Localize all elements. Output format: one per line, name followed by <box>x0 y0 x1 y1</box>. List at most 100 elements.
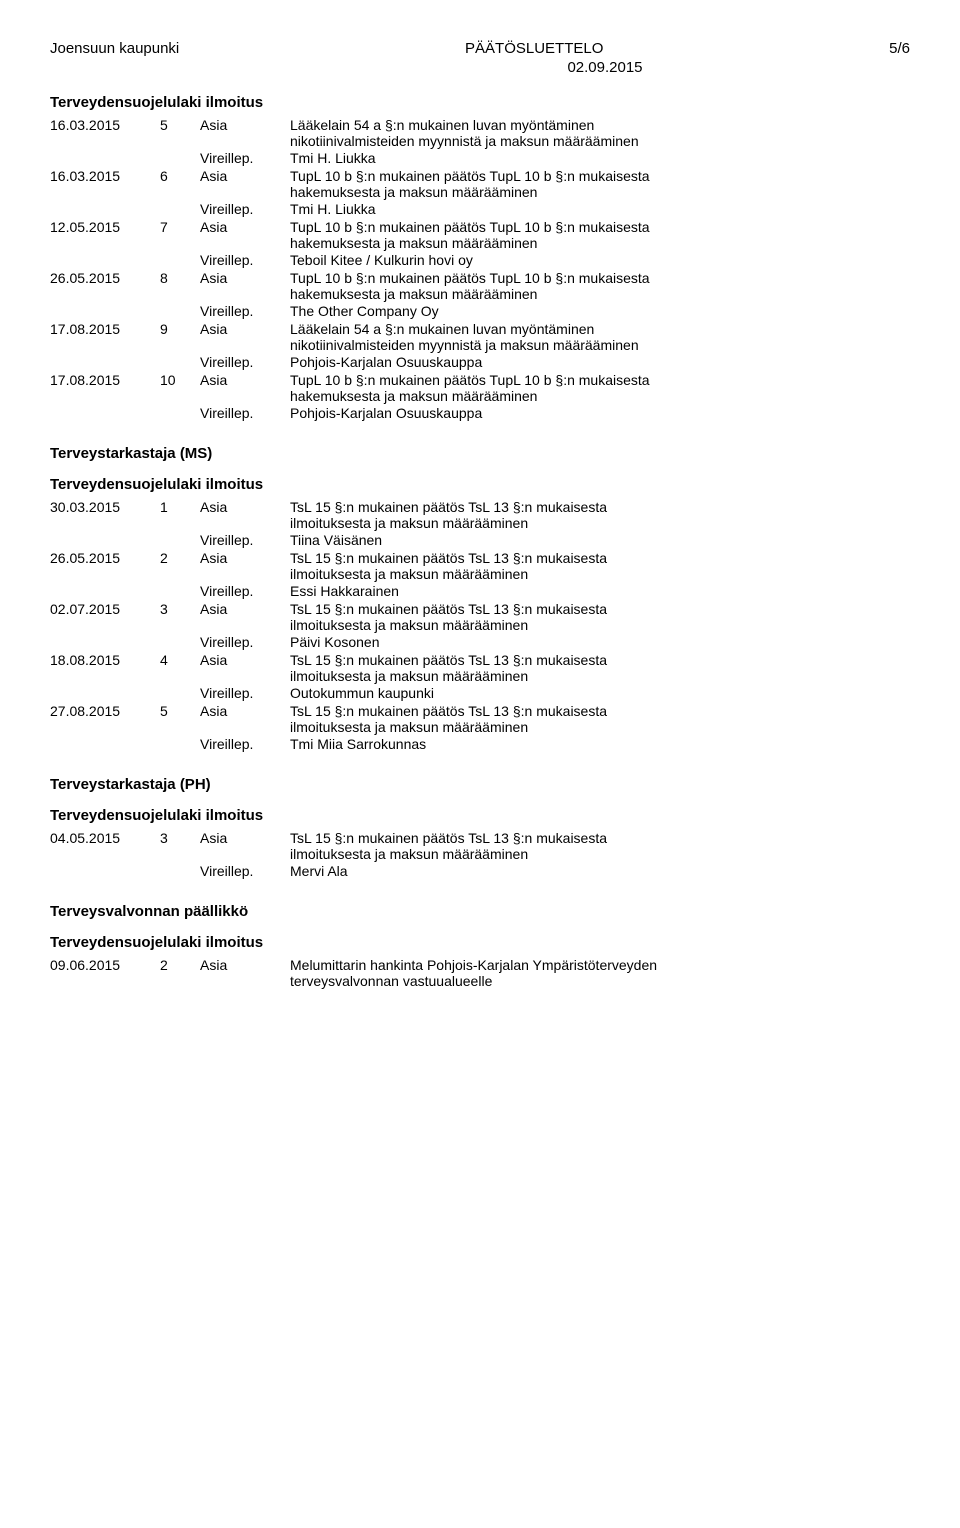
entry-desc-cont: ilmoituksesta ja maksun määrääminen <box>290 846 910 862</box>
entry-num: 6 <box>160 168 200 184</box>
header-org: Joensuun kaupunki <box>50 40 179 57</box>
entry-type: Asia <box>200 321 290 337</box>
vireillep-value: Pohjois-Karjalan Osuuskauppa <box>290 354 910 370</box>
entry-type: Asia <box>200 957 290 973</box>
entry-type: Asia <box>200 550 290 566</box>
entry: 26.05.20158AsiaTupL 10 b §:n mukainen pä… <box>50 270 910 319</box>
role-title: Terveysvalvonnan päällikkö <box>50 903 910 920</box>
entry-desc: TsL 15 §:n mukainen päätös TsL 13 §:n mu… <box>290 652 910 668</box>
entry: 12.05.20157AsiaTupL 10 b §:n mukainen pä… <box>50 219 910 268</box>
entry: 16.03.20155AsiaLääkelain 54 a §:n mukain… <box>50 117 910 166</box>
vireillep-label: Vireillep. <box>200 583 290 599</box>
entry: 26.05.20152AsiaTsL 15 §:n mukainen päätö… <box>50 550 910 599</box>
entry-desc: TsL 15 §:n mukainen päätös TsL 13 §:n mu… <box>290 601 910 617</box>
entry: 16.03.20156AsiaTupL 10 b §:n mukainen pä… <box>50 168 910 217</box>
entry-type: Asia <box>200 830 290 846</box>
entry-desc: TsL 15 §:n mukainen päätös TsL 13 §:n mu… <box>290 703 910 719</box>
entry-desc: TsL 15 §:n mukainen päätös TsL 13 §:n mu… <box>290 550 910 566</box>
entry-desc-cont: ilmoituksesta ja maksun määrääminen <box>290 668 910 684</box>
entry-num: 2 <box>160 550 200 566</box>
entry-num: 5 <box>160 117 200 133</box>
vireillep-label: Vireillep. <box>200 405 290 421</box>
entry-desc-cont: terveysvalvonnan vastuualueelle <box>290 973 910 989</box>
vireillep-label: Vireillep. <box>200 736 290 752</box>
entry: 17.08.20159AsiaLääkelain 54 a §:n mukain… <box>50 321 910 370</box>
entry-num: 7 <box>160 219 200 235</box>
entry-type: Asia <box>200 168 290 184</box>
vireillep-label: Vireillep. <box>200 252 290 268</box>
entry-date: 16.03.2015 <box>50 168 160 184</box>
vireillep-value: Päivi Kosonen <box>290 634 910 650</box>
entry-desc: Melumittarin hankinta Pohjois-Karjalan Y… <box>290 957 910 973</box>
section-title: Terveydensuojelulaki ilmoitus <box>50 807 910 824</box>
entry-date: 26.05.2015 <box>50 270 160 286</box>
entry: 04.05.20153AsiaTsL 15 §:n mukainen päätö… <box>50 830 910 879</box>
entry-type: Asia <box>200 372 290 388</box>
entry-desc-cont: ilmoituksesta ja maksun määrääminen <box>290 719 910 735</box>
entry-desc: TupL 10 b §:n mukainen päätös TupL 10 b … <box>290 270 910 286</box>
entry-type: Asia <box>200 219 290 235</box>
vireillep-label: Vireillep. <box>200 532 290 548</box>
entry-desc-cont: hakemuksesta ja maksun määrääminen <box>290 388 910 404</box>
entry-date: 04.05.2015 <box>50 830 160 846</box>
header-page: 5/6 <box>889 40 910 57</box>
entry-date: 09.06.2015 <box>50 957 160 973</box>
vireillep-label: Vireillep. <box>200 354 290 370</box>
vireillep-label: Vireillep. <box>200 863 290 879</box>
entry-desc: TsL 15 §:n mukainen päätös TsL 13 §:n mu… <box>290 499 910 515</box>
entry-date: 27.08.2015 <box>50 703 160 719</box>
vireillep-value: The Other Company Oy <box>290 303 910 319</box>
entry-type: Asia <box>200 270 290 286</box>
entry-num: 4 <box>160 652 200 668</box>
entry-num: 8 <box>160 270 200 286</box>
role-title: Terveystarkastaja (PH) <box>50 776 910 793</box>
entry-desc-cont: hakemuksesta ja maksun määrääminen <box>290 184 910 200</box>
vireillep-value: Outokummun kaupunki <box>290 685 910 701</box>
entry-num: 9 <box>160 321 200 337</box>
entry-desc-cont: nikotiinivalmisteiden myynnistä ja maksu… <box>290 133 910 149</box>
entry-num: 1 <box>160 499 200 515</box>
entry-date: 17.08.2015 <box>50 372 160 388</box>
vireillep-value: Tmi Miia Sarrokunnas <box>290 736 910 752</box>
entry: 18.08.20154AsiaTsL 15 §:n mukainen päätö… <box>50 652 910 701</box>
page-header: Joensuun kaupunki PÄÄTÖSLUETTELO 5/6 <box>50 40 910 57</box>
vireillep-label: Vireillep. <box>200 150 290 166</box>
entry-desc-cont: ilmoituksesta ja maksun määrääminen <box>290 515 910 531</box>
vireillep-label: Vireillep. <box>200 634 290 650</box>
entry-type: Asia <box>200 703 290 719</box>
entry-date: 17.08.2015 <box>50 321 160 337</box>
header-date: 02.09.2015 <box>50 59 910 76</box>
entry-num: 3 <box>160 601 200 617</box>
vireillep-value: Pohjois-Karjalan Osuuskauppa <box>290 405 910 421</box>
entry-date: 30.03.2015 <box>50 499 160 515</box>
entry-desc-cont: ilmoituksesta ja maksun määrääminen <box>290 617 910 633</box>
entry-num: 10 <box>160 372 200 388</box>
section-title: Terveydensuojelulaki ilmoitus <box>50 476 910 493</box>
vireillep-value: Tmi H. Liukka <box>290 201 910 217</box>
entry-date: 26.05.2015 <box>50 550 160 566</box>
entry-type: Asia <box>200 601 290 617</box>
role-title: Terveystarkastaja (MS) <box>50 445 910 462</box>
vireillep-label: Vireillep. <box>200 685 290 701</box>
entry-desc-cont: nikotiinivalmisteiden myynnistä ja maksu… <box>290 337 910 353</box>
entry-date: 02.07.2015 <box>50 601 160 617</box>
entry-desc: Lääkelain 54 a §:n mukainen luvan myöntä… <box>290 321 910 337</box>
entry-type: Asia <box>200 117 290 133</box>
entry: 30.03.20151AsiaTsL 15 §:n mukainen päätö… <box>50 499 910 548</box>
entry-desc: TupL 10 b §:n mukainen päätös TupL 10 b … <box>290 219 910 235</box>
vireillep-value: Tmi H. Liukka <box>290 150 910 166</box>
entry: 27.08.20155AsiaTsL 15 §:n mukainen päätö… <box>50 703 910 752</box>
entry-desc: Lääkelain 54 a §:n mukainen luvan myöntä… <box>290 117 910 133</box>
entry-type: Asia <box>200 652 290 668</box>
vireillep-value: Mervi Ala <box>290 863 910 879</box>
entry-desc-cont: hakemuksesta ja maksun määrääminen <box>290 235 910 251</box>
entry-desc-cont: hakemuksesta ja maksun määrääminen <box>290 286 910 302</box>
entry-desc: TupL 10 b §:n mukainen päätös TupL 10 b … <box>290 168 910 184</box>
entry-date: 16.03.2015 <box>50 117 160 133</box>
vireillep-value: Tiina Väisänen <box>290 532 910 548</box>
entry: 09.06.20152AsiaMelumittarin hankinta Poh… <box>50 957 910 989</box>
entry-date: 12.05.2015 <box>50 219 160 235</box>
section-title: Terveydensuojelulaki ilmoitus <box>50 934 910 951</box>
section-title: Terveydensuojelulaki ilmoitus <box>50 94 910 111</box>
entry-num: 5 <box>160 703 200 719</box>
